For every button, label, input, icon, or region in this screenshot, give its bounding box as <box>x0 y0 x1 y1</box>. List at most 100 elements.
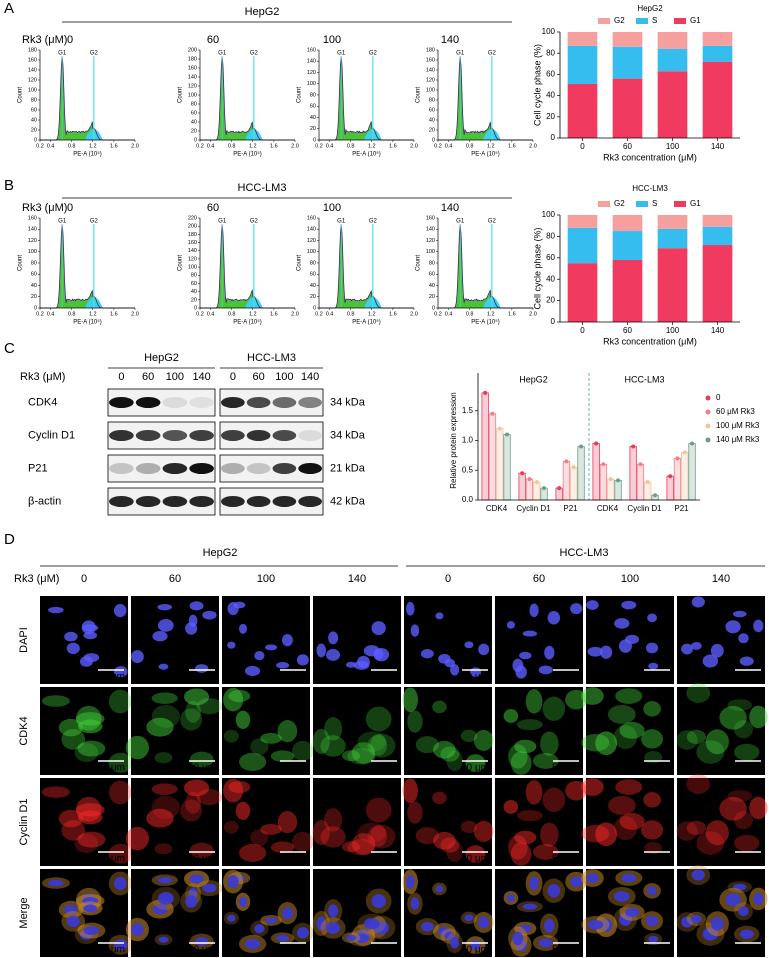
nucleus <box>738 906 749 917</box>
x-tick-label: 0.2 <box>434 143 442 149</box>
cell <box>525 689 543 714</box>
nucleus <box>450 937 460 949</box>
y-tick-label: 0 <box>194 305 197 311</box>
y-tick-label: 100 <box>307 249 316 255</box>
y-tick-label: 20 <box>429 294 435 300</box>
cell <box>595 822 618 847</box>
blot-band <box>109 463 134 474</box>
kda-label: 34 kDa <box>330 396 366 408</box>
cell <box>83 653 100 662</box>
histogram-fill <box>200 224 295 308</box>
x-tick-label: 2.0 <box>529 143 537 149</box>
bar-segment <box>567 32 598 46</box>
micrograph: 50 μm <box>495 869 588 957</box>
cell <box>734 834 760 852</box>
y-tick-label: 120 <box>426 238 435 244</box>
micrograph: 50 μm <box>402 869 494 957</box>
cell <box>691 641 702 650</box>
nucleus <box>371 894 386 909</box>
cell <box>151 692 178 704</box>
nucleus <box>353 933 370 943</box>
cell <box>108 752 134 773</box>
cell <box>478 643 490 656</box>
dose-label: 100 <box>275 371 293 383</box>
nucleus <box>600 918 613 932</box>
scale-label: 50 μm <box>97 945 125 956</box>
scale-label: 50 μm <box>734 672 762 683</box>
bar <box>562 460 571 501</box>
blot-band <box>135 430 161 441</box>
cell <box>151 704 180 728</box>
x-tick-label: 100 <box>666 326 680 335</box>
y-axis-label: Count <box>416 255 422 271</box>
cell <box>702 654 719 668</box>
rk3-label: Rk3 (μM) <box>22 202 67 214</box>
cell <box>619 721 645 739</box>
bar-segment <box>612 32 643 47</box>
y-tick-label: 20 <box>191 297 197 303</box>
cell <box>108 843 134 864</box>
y-axis-label: Count <box>18 87 24 103</box>
legend-swatch <box>674 18 686 24</box>
scale-label: 50 μm <box>552 672 580 683</box>
y-tick-label: 160 <box>188 240 197 246</box>
cell <box>74 833 99 854</box>
nucleus <box>130 923 144 937</box>
cell <box>516 719 543 731</box>
cell <box>281 633 293 647</box>
scale-label: 50 μm <box>279 854 307 865</box>
cell <box>600 645 613 659</box>
cell <box>607 704 636 724</box>
micrograph: 50 μm <box>40 778 134 866</box>
axes <box>559 215 740 323</box>
bar-point <box>497 426 502 431</box>
cell <box>460 820 478 834</box>
y-axis-label: Count <box>416 87 422 103</box>
cell <box>82 624 99 632</box>
bar <box>673 457 682 501</box>
y-tick-label: 140 <box>188 74 197 80</box>
micrograph: 50 μm <box>222 869 314 957</box>
bar-point <box>616 478 621 483</box>
kda-label: 21 kDa <box>330 462 366 474</box>
cell <box>506 621 515 629</box>
group-label: HCC-LM3 <box>624 374 664 384</box>
y-tick-label: 180 <box>28 47 37 53</box>
protein-label: Cyclin D1 <box>28 429 75 441</box>
micrograph: 50 μm <box>40 596 128 684</box>
cell <box>292 831 314 852</box>
y-axis-label: Count <box>297 255 303 271</box>
dose-label: 100 <box>323 34 341 46</box>
histogram-outline <box>40 56 135 141</box>
cell <box>433 740 456 759</box>
cell <box>540 822 559 847</box>
nucleus <box>296 927 309 939</box>
y-tick-label: 200 <box>188 47 197 53</box>
bar <box>681 451 689 501</box>
y-tick-label: 80 <box>546 48 555 57</box>
y-tick-label: 100 <box>188 92 197 98</box>
x-tick-label: 1.6 <box>110 143 118 149</box>
cell <box>565 689 588 710</box>
cell <box>158 663 169 670</box>
cell <box>644 751 663 764</box>
y-tick-label: 140 <box>188 248 197 254</box>
scale-label: 50 μm <box>552 945 580 956</box>
x-tick-label: 1.2 <box>368 311 376 317</box>
nucleus <box>435 885 444 893</box>
cell <box>643 701 661 717</box>
legend-marker <box>705 423 711 429</box>
cell <box>581 778 604 796</box>
x-tick-label: 0.2 <box>315 311 323 317</box>
micrograph: 50 μm <box>495 778 588 866</box>
x-tick-label: 2.0 <box>131 311 139 317</box>
histogram-fill <box>40 224 135 308</box>
cell <box>277 720 298 743</box>
cell <box>185 791 201 814</box>
y-axis-label: Count <box>297 87 303 103</box>
scale-label: 50 μm <box>370 945 398 956</box>
y-tick-label: 0 <box>313 137 316 143</box>
cell <box>508 835 528 860</box>
peak-label: G1 <box>218 51 227 57</box>
nucleus <box>570 876 583 888</box>
